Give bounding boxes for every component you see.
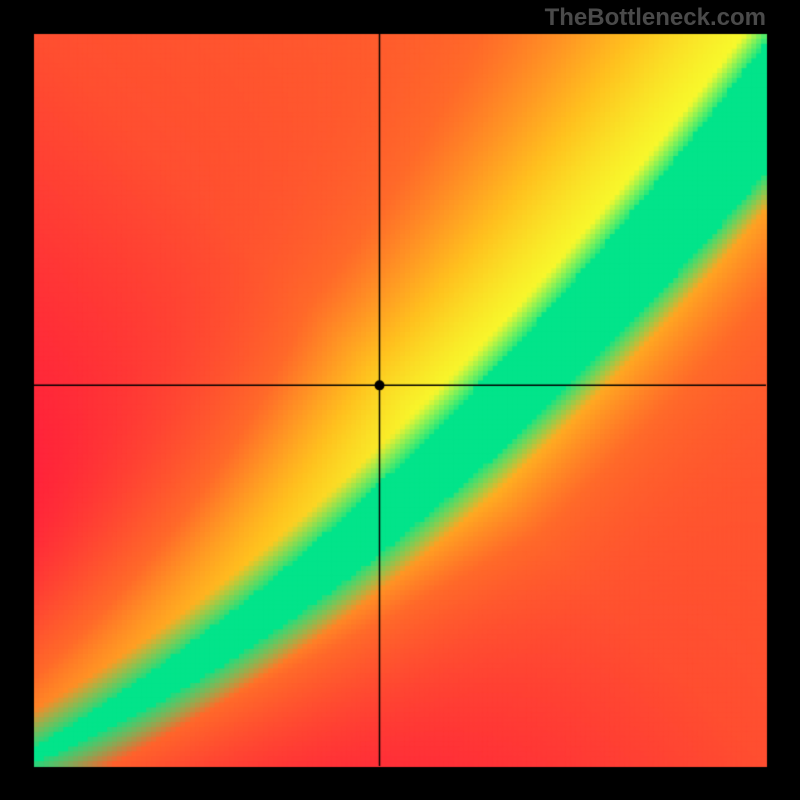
watermark-text: TheBottleneck.com — [545, 4, 766, 32]
bottleneck-heatmap — [0, 0, 800, 800]
